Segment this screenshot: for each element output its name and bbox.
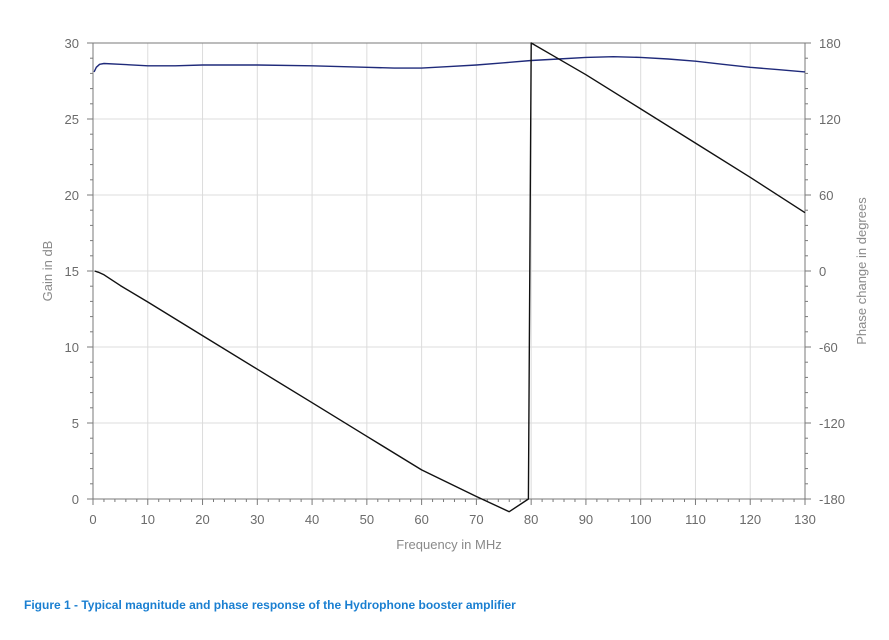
y2-tick-label: 180 [819, 36, 841, 51]
grid-lines [93, 43, 805, 499]
y-axis-title: Gain in dB [40, 241, 55, 302]
x-tick-label: 100 [630, 512, 652, 527]
y-tick-label: 15 [65, 264, 79, 279]
y2-tick-label: 60 [819, 188, 833, 203]
x-tick-label: 80 [524, 512, 538, 527]
x-tick-label: 130 [794, 512, 816, 527]
y-tick-labels: 0 5 10 15 20 25 30 [65, 36, 79, 507]
phase-series-line [94, 42, 806, 513]
x-tick-label: 50 [360, 512, 374, 527]
x-tick-label: 70 [469, 512, 483, 527]
y-tick-label: 10 [65, 340, 79, 355]
y-tick-label: 30 [65, 36, 79, 51]
gain-series-line [93, 56, 806, 73]
chart: 0 10 20 30 40 50 60 70 80 90 100 110 120 130 0 5 10 15 20… [40, 36, 869, 552]
figure-caption: Figure 1 - Typical magnitude and phase r… [24, 598, 516, 612]
x-tick-label: 110 [685, 512, 706, 527]
x-tick-label: 0 [89, 512, 96, 527]
series-group [93, 42, 806, 513]
x-tick-label: 10 [141, 512, 155, 527]
y-tick-label: 0 [72, 492, 79, 507]
x-tick-label: 120 [739, 512, 761, 527]
tick-marks [87, 42, 811, 505]
y-tick-label: 20 [65, 188, 79, 203]
y-tick-label: 5 [72, 416, 79, 431]
x-tick-label: 20 [195, 512, 209, 527]
x-tick-label: 60 [414, 512, 428, 527]
x-axis-title: Frequency in MHz [396, 537, 501, 552]
x-tick-label: 90 [579, 512, 593, 527]
x-tick-labels: 0 10 20 30 40 50 60 70 80 90 100 110 120 130 [89, 512, 815, 527]
y2-tick-label: 120 [819, 112, 841, 127]
x-tick-label: 40 [305, 512, 319, 527]
y-tick-label: 25 [65, 112, 79, 127]
y2-tick-labels: -180 -120 -60 0 60 120 180 [819, 36, 845, 507]
y2-tick-label: -120 [819, 416, 845, 431]
y2-tick-label: 0 [819, 264, 826, 279]
x-tick-label: 30 [250, 512, 264, 527]
y2-axis-title: Phase change in degrees [854, 197, 869, 345]
y2-tick-label: -60 [819, 340, 838, 355]
y2-tick-label: -180 [819, 492, 845, 507]
